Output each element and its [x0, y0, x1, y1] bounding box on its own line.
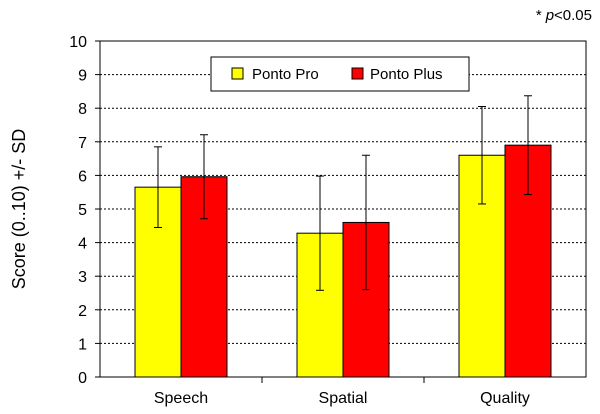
y-tick-label: 4: [78, 236, 87, 253]
x-category-label: Quality: [480, 390, 530, 407]
legend-box: [210, 56, 470, 92]
y-tick-label: 6: [78, 168, 87, 185]
x-category-label: Spatial: [319, 390, 368, 407]
y-tick-label: 8: [78, 101, 87, 118]
legend: Ponto Pro Ponto Plus: [210, 56, 470, 92]
y-tick-label: 3: [78, 269, 87, 286]
significance-note: * p<0.05: [536, 7, 592, 24]
legend-label-ponto-plus: Ponto Plus: [370, 66, 443, 83]
y-tick-label: 7: [78, 135, 87, 152]
y-tick-labels: 0 1 2 3 4 5 6 7 8 9 10: [69, 34, 100, 387]
y-tick-label: 0: [78, 370, 87, 387]
y-tick-label: 10: [69, 34, 87, 51]
legend-swatch-ponto-plus: [351, 67, 364, 80]
y-tick-label: 1: [78, 336, 87, 353]
y-tick-label: 2: [78, 303, 87, 320]
x-category-labels: Speech Spatial Quality: [154, 377, 530, 407]
y-tick-label: 5: [78, 202, 87, 219]
error-bars: [154, 95, 532, 291]
legend-label-ponto-pro: Ponto Pro: [252, 66, 319, 83]
legend-swatch-ponto-pro: [231, 67, 244, 80]
bars: [134, 144, 552, 378]
y-tick-label: 9: [78, 68, 87, 85]
x-category-label: Speech: [154, 390, 208, 407]
y-axis-label: Score (0..10) +/- SD: [9, 129, 29, 290]
